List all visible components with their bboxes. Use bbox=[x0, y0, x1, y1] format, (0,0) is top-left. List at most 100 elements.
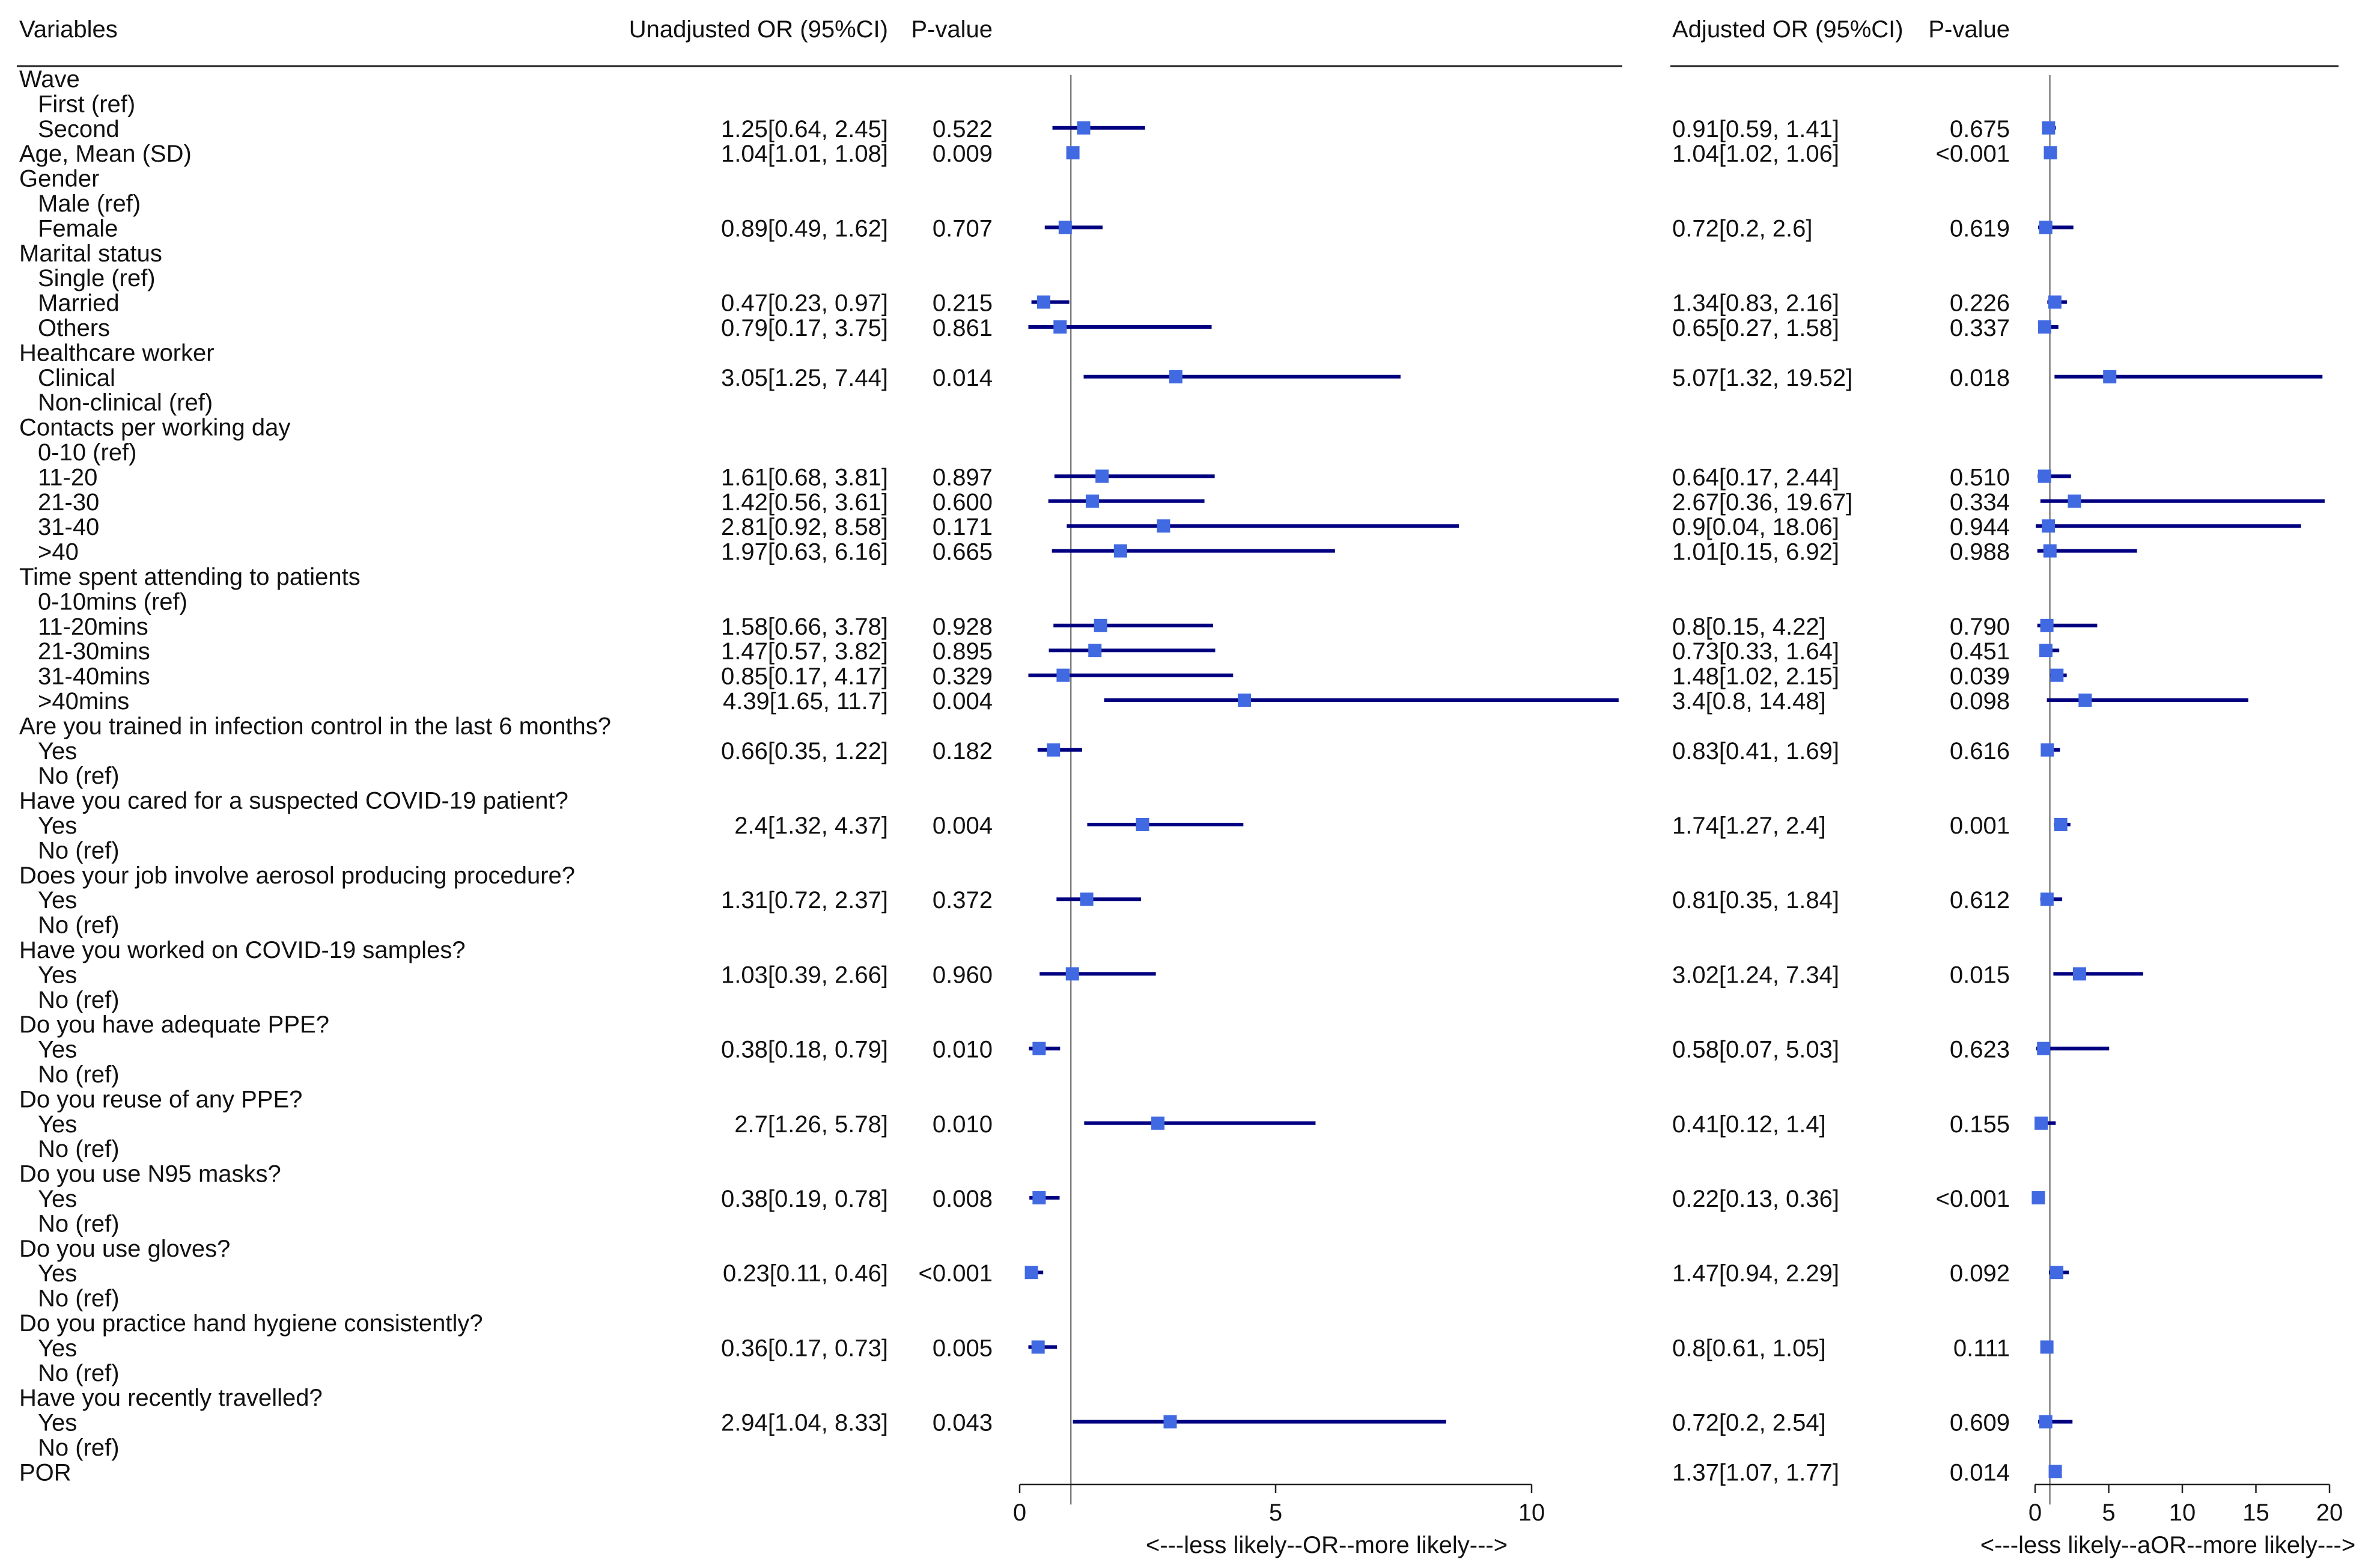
adjusted-or-text: 0.22[0.13, 0.36] bbox=[1672, 1186, 1839, 1212]
unadjusted-pvalue-text: 0.215 bbox=[933, 290, 993, 317]
adjusted-or-text: 0.72[0.2, 2.54] bbox=[1672, 1410, 1826, 1436]
adjusted-pvalue-text: 0.337 bbox=[1950, 315, 2010, 341]
category-label: Yes bbox=[38, 1037, 77, 1063]
header-unadjusted-or: Unadjusted OR (95%CI) bbox=[629, 16, 888, 43]
variable-label: Do you practice hand hygiene consistentl… bbox=[19, 1310, 483, 1337]
unadjusted-pvalue-text: 0.008 bbox=[933, 1186, 993, 1212]
adjusted-or-point bbox=[2039, 644, 2053, 657]
variable-label: Marital status bbox=[19, 240, 162, 267]
unadjusted-pvalue-text: 0.009 bbox=[933, 141, 993, 167]
category-label: Married bbox=[38, 290, 120, 317]
category-label: 21-30 bbox=[38, 489, 99, 516]
variable-label: Do you use gloves? bbox=[19, 1236, 230, 1262]
category-label: No (ref) bbox=[38, 1435, 120, 1461]
adjusted-or-text: 1.47[0.94, 2.29] bbox=[1672, 1260, 1839, 1287]
adjusted-or-text: 0.8[0.61, 1.05] bbox=[1672, 1335, 1826, 1361]
adjusted-or-text: 0.64[0.17, 2.44] bbox=[1672, 464, 1839, 490]
category-label: 11-20 bbox=[38, 464, 97, 490]
unadjusted-or-point bbox=[1113, 544, 1127, 558]
variable-label: Time spent attending to patients bbox=[19, 564, 361, 590]
adjusted-or-text: 1.48[1.02, 2.15] bbox=[1672, 664, 1839, 690]
variable-label: Age, Mean (SD) bbox=[19, 141, 192, 167]
unadjusted-or-point bbox=[1066, 146, 1080, 160]
unadjusted-or-text: 0.89[0.49, 1.62] bbox=[721, 215, 888, 242]
adjusted-or-point bbox=[2035, 1116, 2048, 1130]
category-label: No (ref) bbox=[38, 912, 120, 939]
adjusted-or-text: 3.02[1.24, 7.34] bbox=[1672, 962, 1839, 988]
adjusted-or-text: 1.34[0.83, 2.16] bbox=[1672, 290, 1839, 317]
unadjusted-or-point bbox=[1024, 1266, 1038, 1280]
adjusted-or-point bbox=[2043, 544, 2057, 558]
unadjusted-pvalue-text: 0.522 bbox=[933, 116, 993, 142]
unadjusted-pvalue-text: 0.928 bbox=[933, 614, 993, 640]
adjusted-pvalue-text: 0.014 bbox=[1950, 1459, 2010, 1486]
unadjusted-or-point bbox=[1136, 818, 1149, 831]
unadjusted-pvalue-text: 0.897 bbox=[933, 464, 993, 490]
unadjusted-or-point bbox=[1032, 1191, 1046, 1204]
adjusted-or-text: 0.9[0.04, 18.06] bbox=[1672, 514, 1839, 540]
category-label: No (ref) bbox=[38, 1286, 120, 1312]
adjusted-or-point bbox=[2050, 1266, 2064, 1280]
unadjusted-or-text: 1.25[0.64, 2.45] bbox=[721, 116, 888, 142]
unadjusted-or-text: 2.81[0.92, 8.58] bbox=[721, 514, 888, 540]
adjusted-pvalue-text: 0.619 bbox=[1950, 215, 2010, 242]
adjusted-pvalue-text: 0.092 bbox=[1950, 1260, 2010, 1287]
unadjusted-or-text: 2.94[1.04, 8.33] bbox=[721, 1410, 888, 1436]
unadjusted-or-text: 1.61[0.68, 3.81] bbox=[721, 464, 888, 490]
unadjusted-or-text: 1.03[0.39, 2.66] bbox=[721, 962, 888, 988]
category-label: No (ref) bbox=[38, 837, 120, 864]
adjusted-or-point bbox=[2103, 370, 2117, 383]
category-label: Yes bbox=[38, 962, 77, 988]
adjusted-pvalue-text: 0.988 bbox=[1950, 539, 2010, 566]
variable-label: Contacts per working day bbox=[19, 415, 290, 441]
category-label: >40 bbox=[38, 539, 79, 566]
unadjusted-or-point bbox=[1047, 743, 1061, 757]
adjusted-or-point bbox=[2038, 320, 2051, 334]
variable-label: Healthcare worker bbox=[19, 340, 215, 366]
unadjusted-or-text: 2.7[1.26, 5.78] bbox=[734, 1111, 888, 1138]
variable-label: Does your job involve aerosol producing … bbox=[19, 862, 575, 889]
category-label: Male (ref) bbox=[38, 191, 141, 217]
adjusted-or-text: 0.81[0.35, 1.84] bbox=[1672, 887, 1839, 914]
unadjusted-pvalue-text: 0.010 bbox=[933, 1111, 993, 1138]
variable-label: POR bbox=[19, 1459, 72, 1486]
unadjusted-or-point bbox=[1085, 494, 1099, 508]
adjusted-or-point bbox=[2042, 519, 2056, 533]
adjusted-or-point bbox=[2039, 221, 2053, 234]
adjusted-or-point bbox=[2032, 1191, 2045, 1204]
adjusted-pvalue-text: <0.001 bbox=[1936, 1186, 2010, 1212]
unadjusted-or-text: 4.39[1.65, 11.7] bbox=[723, 688, 888, 715]
category-label: Yes bbox=[38, 1111, 77, 1138]
adjusted-or-text: 0.58[0.07, 5.03] bbox=[1672, 1037, 1839, 1063]
adjusted-x-tick-label: 15 bbox=[2242, 1499, 2269, 1526]
unadjusted-pvalue-text: <0.001 bbox=[919, 1260, 993, 1287]
category-label: 31-40 bbox=[38, 514, 99, 540]
adjusted-or-point bbox=[2040, 618, 2054, 632]
adjusted-pvalue-text: <0.001 bbox=[1936, 141, 2010, 167]
adjusted-or-text: 1.37[1.07, 1.77] bbox=[1672, 1459, 1839, 1486]
adjusted-pvalue-text: 0.001 bbox=[1950, 813, 2010, 839]
variable-label: Have you recently travelled? bbox=[19, 1385, 323, 1411]
unadjusted-pvalue-text: 0.182 bbox=[933, 738, 993, 764]
adjusted-pvalue-text: 0.675 bbox=[1950, 116, 2010, 142]
adjusted-or-point bbox=[2072, 967, 2086, 981]
category-label: 0-10 (ref) bbox=[38, 439, 137, 466]
category-label: >40mins bbox=[38, 688, 129, 715]
unadjusted-or-text: 0.47[0.23, 0.97] bbox=[721, 290, 888, 317]
unadjusted-x-tick-label: 0 bbox=[1013, 1499, 1026, 1526]
variable-label: Do you use N95 masks? bbox=[19, 1161, 281, 1188]
adjusted-pvalue-text: 0.098 bbox=[1950, 688, 2010, 715]
adjusted-or-text: 0.83[0.41, 1.69] bbox=[1672, 738, 1839, 764]
unadjusted-pvalue-text: 0.861 bbox=[933, 315, 993, 341]
adjusted-or-point bbox=[2041, 743, 2054, 757]
header-pvalue: P-value bbox=[911, 16, 993, 43]
unadjusted-x-tick-label: 10 bbox=[1518, 1499, 1545, 1526]
unadjusted-or-text: 0.79[0.17, 3.75] bbox=[721, 315, 888, 341]
unadjusted-or-point bbox=[1094, 618, 1107, 632]
unadjusted-or-point bbox=[1065, 967, 1079, 981]
adjusted-or-text: 0.41[0.12, 1.4] bbox=[1672, 1111, 1826, 1138]
unadjusted-x-tick-label: 5 bbox=[1269, 1499, 1282, 1526]
unadjusted-or-point bbox=[1080, 892, 1094, 906]
adjusted-pvalue-text: 0.612 bbox=[1950, 887, 2010, 914]
